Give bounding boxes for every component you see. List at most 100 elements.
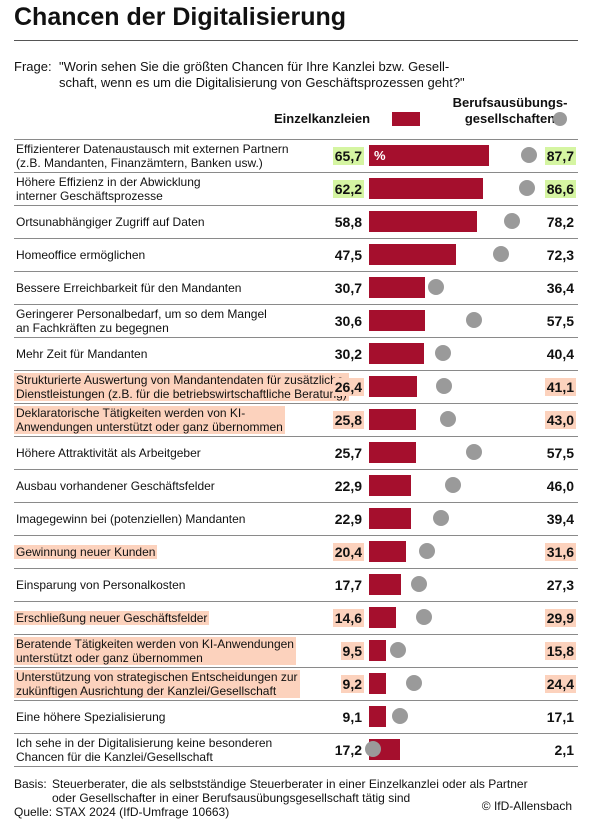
- category-label: Homeoffice ermöglichen: [16, 247, 146, 262]
- row-label: Deklaratorische Tätigkeiten werden von K…: [14, 403, 285, 436]
- value-label: 41,1: [544, 377, 576, 396]
- row-label: Ausbau vorhandener Geschäftsfelder: [14, 469, 217, 502]
- value-cell: 46,0: [545, 469, 576, 502]
- row: Deklaratorische Tätigkeiten werden von K…: [0, 403, 590, 436]
- value-label: 43,0: [544, 410, 576, 429]
- value-label: 9,2: [340, 674, 364, 693]
- base-text: Steuerberater, die als selbstständige St…: [52, 777, 528, 805]
- value-cell: 47,5: [333, 238, 364, 271]
- legend-swatch: [392, 112, 420, 126]
- row-label: Erschließung neuer Geschäftsfelder: [14, 601, 210, 634]
- row: Höhere Attraktivität als Arbeitgeber 25,7…: [0, 436, 590, 469]
- top-rule: [14, 40, 578, 41]
- row-label: Beratende Tätigkeiten werden von KI-Anwe…: [14, 634, 296, 667]
- dot: [445, 477, 462, 493]
- value-label: 25,8: [332, 410, 364, 429]
- value-cell: 24,4: [544, 667, 576, 700]
- value-label: 30,7: [334, 279, 362, 296]
- value-label: 57,5: [546, 312, 574, 329]
- category-label: Gewinnung neuer Kunden: [14, 544, 158, 559]
- value-cell: 36,4: [545, 271, 576, 304]
- value-cell: 29,9: [544, 601, 576, 634]
- value-cell: 43,0: [544, 403, 576, 436]
- value-label: 2,1: [554, 741, 574, 758]
- value-label: 78,2: [546, 213, 574, 230]
- value-cell: 17,2: [333, 733, 364, 766]
- value-cell: 22,9: [333, 502, 364, 535]
- value-cell: 58,8: [333, 205, 364, 238]
- bar: [369, 574, 402, 595]
- base-label: Basis:: [14, 777, 47, 791]
- value-cell: 30,2: [333, 337, 364, 370]
- value-cell: 26,4: [332, 370, 364, 403]
- value-cell: 72,3: [545, 238, 576, 271]
- value-cell: 30,6: [333, 304, 364, 337]
- value-cell: 2,1: [553, 733, 576, 766]
- value-cell: 87,7: [544, 139, 576, 172]
- value-cell: 86,6: [544, 172, 576, 205]
- value-cell: 15,8: [544, 634, 576, 667]
- row: Bessere Erreichbarkeit für den Mandanten…: [0, 271, 590, 304]
- value-label: 40,4: [546, 345, 574, 362]
- dot: [466, 444, 483, 460]
- unit-label: %: [374, 148, 386, 163]
- row-separator: [14, 370, 578, 371]
- value-label: 25,7: [334, 444, 362, 461]
- dot: [436, 378, 453, 394]
- row-separator: [14, 271, 578, 272]
- row: Unterstützung von strategischen Entschei…: [0, 667, 590, 700]
- value-label: 17,7: [334, 576, 362, 593]
- value-label: 57,5: [546, 444, 574, 461]
- value-cell: 9,5: [340, 634, 364, 667]
- row-label: Eine höhere Spezialisierung: [14, 700, 167, 733]
- row-separator: [14, 601, 578, 602]
- bar: [369, 673, 386, 694]
- row-label: Unterstützung von strategischen Entschei…: [14, 667, 300, 700]
- question-label: Frage:: [14, 59, 52, 74]
- value-label: 30,2: [334, 345, 362, 362]
- bar: [369, 343, 425, 364]
- bar: [369, 541, 407, 562]
- dot: [519, 180, 536, 196]
- value-label: 65,7: [332, 146, 364, 165]
- value-label: 20,4: [332, 542, 364, 561]
- bar: [369, 640, 387, 661]
- dot: [427, 279, 444, 295]
- bar: [369, 244, 456, 265]
- value-label: 26,4: [332, 377, 364, 396]
- value-label: 86,6: [544, 179, 576, 198]
- category-label: Erschließung neuer Geschäftsfelder: [14, 610, 210, 625]
- category-label: Deklaratorische Tätigkeiten werden von K…: [14, 405, 285, 434]
- row-label: Mehr Zeit für Mandanten: [14, 337, 149, 370]
- value-cell: 17,1: [545, 700, 576, 733]
- legend-label: Einzelkanzleien: [274, 111, 371, 126]
- row-label: Höhere Effizienz in der Abwicklung inter…: [14, 172, 203, 205]
- legend-label: Berufsausübungs- gesellschaften: [452, 95, 568, 126]
- value-cell: 57,5: [545, 436, 576, 469]
- value-cell: 30,7: [333, 271, 364, 304]
- dot: [389, 642, 406, 658]
- value-label: 72,3: [546, 246, 574, 263]
- row: Effizienterer Datenaustausch mit externe…: [0, 139, 590, 172]
- row-separator: [14, 667, 578, 668]
- category-label: Bessere Erreichbarkeit für den Mandanten: [16, 280, 242, 295]
- category-label: Effizienterer Datenaustausch mit externe…: [16, 141, 289, 170]
- row-label: Bessere Erreichbarkeit für den Mandanten: [14, 271, 243, 304]
- category-label: Eine höhere Spezialisierung: [16, 709, 166, 724]
- row: Einsparung von Personalkosten 17,7 27,3: [0, 568, 590, 601]
- row: Gewinnung neuer Kunden 20,4 31,6: [0, 535, 590, 568]
- row-separator: [14, 403, 578, 404]
- value-label: 22,9: [334, 510, 362, 527]
- bar: [369, 211, 477, 232]
- credit: © IfD-Allensbach: [481, 799, 572, 813]
- value-cell: 40,4: [545, 337, 576, 370]
- value-label: 15,8: [544, 641, 576, 660]
- row-label: Strukturierte Auswertung von Mandantenda…: [14, 370, 349, 403]
- dot: [466, 312, 483, 328]
- row-separator: [14, 337, 578, 338]
- bar: [369, 607, 396, 628]
- value-label: 39,4: [546, 510, 574, 527]
- value-cell: 14,6: [332, 601, 364, 634]
- row-label: Imagegewinn bei (potenziellen) Mandanten: [14, 502, 247, 535]
